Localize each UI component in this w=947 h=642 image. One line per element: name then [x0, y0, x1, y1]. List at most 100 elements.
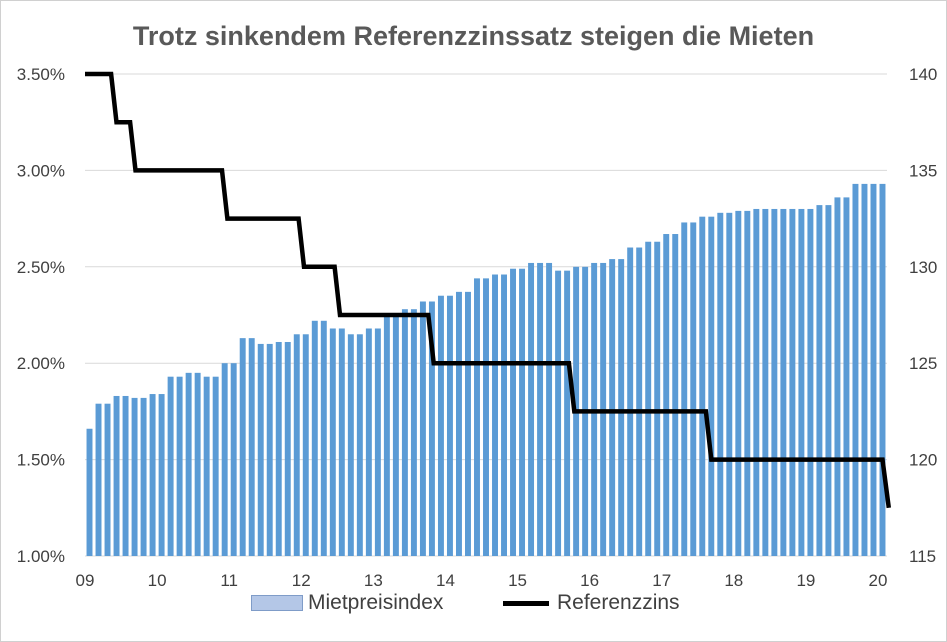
bar [329, 328, 336, 556]
bar [735, 210, 742, 556]
bar [744, 210, 751, 556]
bar [771, 208, 778, 556]
line-referenzzins [85, 71, 892, 509]
bar [483, 278, 489, 556]
bar [537, 262, 544, 556]
bar [194, 372, 201, 556]
bar [519, 268, 526, 556]
bar [275, 341, 282, 556]
bar [248, 338, 255, 556]
bar [717, 212, 724, 557]
bar [428, 301, 435, 556]
bar [266, 343, 273, 556]
bar [311, 320, 318, 556]
bar [212, 376, 219, 556]
bar [465, 291, 471, 556]
bar [158, 394, 165, 556]
x-tick-label: 18 [724, 571, 743, 590]
bar [807, 208, 814, 556]
bar [780, 208, 787, 556]
x-tick-label: 13 [364, 571, 383, 590]
bar [510, 268, 517, 556]
left-axis-ticks: 1.00% 1.50% 2.00% 2.50% 3.00% 3.50% [17, 65, 65, 566]
bar [753, 208, 760, 556]
legend-label-mietpreisindex: Mietpreisindex [308, 591, 444, 614]
right-tick-label: 140 [909, 65, 937, 84]
bar-series-mietpreisindex [86, 183, 886, 557]
x-tick-label: 17 [652, 571, 671, 590]
bar [347, 334, 354, 556]
bar [455, 291, 462, 556]
bar [474, 278, 480, 556]
bar [789, 208, 796, 556]
bar [140, 397, 147, 556]
bar [392, 316, 399, 556]
x-tick-label: 15 [508, 571, 527, 590]
bar [843, 197, 850, 556]
bar [798, 208, 805, 556]
legend-label-referenzzins: Referenzzins [557, 591, 680, 614]
legend-item-mietpreisindex[interactable]: Mietpreisindex [251, 591, 443, 615]
x-tick-label: 10 [148, 571, 167, 590]
bar [627, 247, 634, 556]
bar [185, 372, 192, 556]
bar [302, 334, 309, 556]
x-tick-label: 20 [869, 571, 888, 590]
bar [131, 397, 138, 556]
bar [437, 295, 444, 556]
bar [654, 241, 661, 556]
bar [708, 216, 715, 556]
bar [609, 259, 616, 556]
bar [383, 316, 390, 556]
bar [555, 270, 562, 556]
bar [419, 301, 426, 556]
left-tick-label: 1.50% [17, 451, 65, 470]
bar [86, 428, 93, 556]
bar [681, 222, 688, 556]
left-tick-label: 3.00% [17, 161, 65, 180]
bar [320, 320, 327, 556]
right-tick-label: 130 [909, 258, 937, 277]
bar [636, 247, 643, 556]
bar [699, 216, 706, 556]
bar [446, 295, 453, 556]
right-tick-label: 120 [909, 451, 937, 470]
bar [546, 262, 553, 556]
x-tick-label: 16 [580, 571, 599, 590]
bar [492, 274, 498, 556]
left-tick-label: 2.50% [17, 258, 65, 277]
left-tick-label: 3.50% [17, 65, 65, 84]
bar [410, 309, 417, 556]
bar [401, 309, 408, 556]
right-tick-label: 135 [909, 161, 937, 180]
bar [879, 183, 886, 556]
bar [663, 234, 670, 557]
x-tick-label: 09 [76, 571, 95, 590]
bar [834, 197, 841, 556]
x-tick-label: 14 [436, 571, 455, 590]
bar [230, 363, 237, 556]
bar [203, 376, 210, 556]
bar [176, 376, 183, 556]
bar [95, 403, 102, 556]
bar [356, 334, 363, 556]
chart-title: Trotz sinkendem Referenzzinssatz steigen… [132, 21, 815, 51]
left-tick-label: 1.00% [17, 547, 65, 566]
right-axis-ticks: 115 120 125 130 135 140 [909, 65, 937, 566]
bar [221, 363, 228, 556]
bar [825, 205, 832, 556]
left-tick-label: 2.00% [17, 354, 65, 373]
right-tick-label: 115 [909, 547, 936, 566]
legend-item-referenzzins[interactable]: Referenzzins [503, 591, 680, 615]
bar [672, 234, 679, 557]
x-tick-label: 12 [292, 571, 311, 590]
x-tick-label: 19 [796, 571, 815, 590]
x-tick-label: 11 [220, 571, 238, 590]
x-axis-ticks: 09 10 11 12 13 14 15 16 17 18 19 20 [76, 571, 888, 590]
bar [645, 241, 652, 556]
bar [690, 222, 697, 556]
bar [816, 205, 823, 556]
bar [149, 394, 156, 556]
